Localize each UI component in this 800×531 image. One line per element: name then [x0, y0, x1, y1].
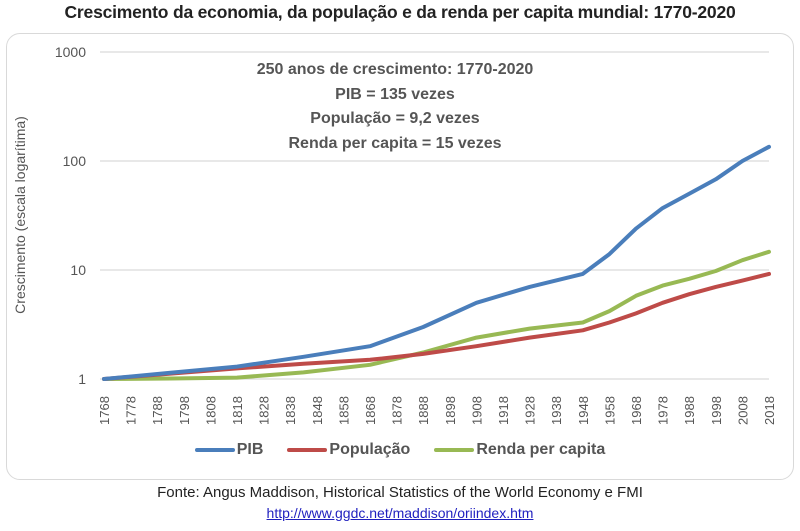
- annotation-line-2: PIB = 135 vezes: [335, 85, 455, 103]
- legend-label-pib: PIB: [236, 441, 264, 458]
- source-link-wrapper: http://www.ggdc.net/maddison/oriindex.ht…: [0, 505, 800, 521]
- x-tick-label: 1958: [602, 396, 617, 425]
- legend-item-renda: Renda per capita: [434, 441, 605, 459]
- source-text: Fonte: Angus Maddison, Historical Statis…: [157, 484, 643, 501]
- x-tick-label: 1968: [629, 396, 644, 425]
- x-tick-label: 1888: [416, 396, 431, 425]
- x-tick-label: 1948: [576, 396, 591, 425]
- x-tick-label: 1918: [496, 396, 511, 425]
- y-tick-label: 10: [70, 262, 86, 278]
- legend-item-pib: PIB: [194, 441, 264, 459]
- y-tick-label: 1000: [55, 44, 86, 60]
- series-line-pib: [102, 144, 771, 381]
- series-line-população: [102, 271, 771, 381]
- x-tick-label: 2008: [735, 396, 750, 425]
- x-tick-label: 1908: [469, 396, 484, 425]
- x-tick-label: 1818: [230, 396, 245, 425]
- x-tick-label: 1858: [336, 396, 351, 425]
- legend-swatch-populacao: [287, 448, 328, 452]
- chart-title: Crescimento da economia, da população e …: [64, 2, 736, 22]
- x-tick-label: 1988: [682, 396, 697, 425]
- x-tick-label: 1798: [177, 396, 192, 425]
- x-tick-label: 1788: [150, 396, 165, 425]
- legend-label-populacao: População: [329, 441, 411, 458]
- x-tick-label: 1808: [203, 396, 218, 425]
- legend: PIB População Renda per capita: [0, 441, 800, 459]
- x-tick-label: 1978: [656, 396, 671, 425]
- y-axis-label: Crescimento (escala logarítima): [12, 116, 28, 314]
- x-tick-label: 1878: [390, 396, 405, 425]
- series-line-renda-per-capita: [102, 249, 771, 381]
- annotation-line-4: Renda per capita = 15 vezes: [288, 134, 502, 152]
- source-link[interactable]: http://www.ggdc.net/maddison/oriindex.ht…: [266, 505, 534, 521]
- x-tick-label: 1828: [257, 396, 272, 425]
- x-tick-label: 1898: [443, 396, 458, 425]
- legend-item-populacao: População: [287, 441, 410, 459]
- annotation-box: 250 anos de crescimento: 1770-2020 PIB =…: [200, 58, 590, 156]
- y-tick-label: 1: [78, 371, 86, 387]
- x-tick-label: 1868: [363, 396, 378, 425]
- x-tick-label: 1848: [310, 396, 325, 425]
- annotation-line-1: 250 anos de crescimento: 1770-2020: [256, 61, 534, 78]
- x-tick-label: 1768: [97, 396, 112, 425]
- x-tick-label: 2018: [762, 396, 777, 425]
- x-tick-label: 1928: [523, 396, 538, 425]
- annotation-line-3: População = 9,2 vezes: [310, 110, 480, 127]
- x-tick-label: 1838: [283, 396, 298, 425]
- legend-swatch-pib: [194, 448, 235, 452]
- y-tick-label: 100: [63, 153, 87, 169]
- x-tick-label: 1998: [709, 396, 724, 425]
- x-tick-label: 1778: [124, 396, 139, 425]
- legend-swatch-renda: [434, 448, 475, 452]
- x-tick-label: 1938: [549, 396, 564, 425]
- chart-frame: [6, 33, 794, 480]
- legend-label-renda: Renda per capita: [476, 441, 606, 458]
